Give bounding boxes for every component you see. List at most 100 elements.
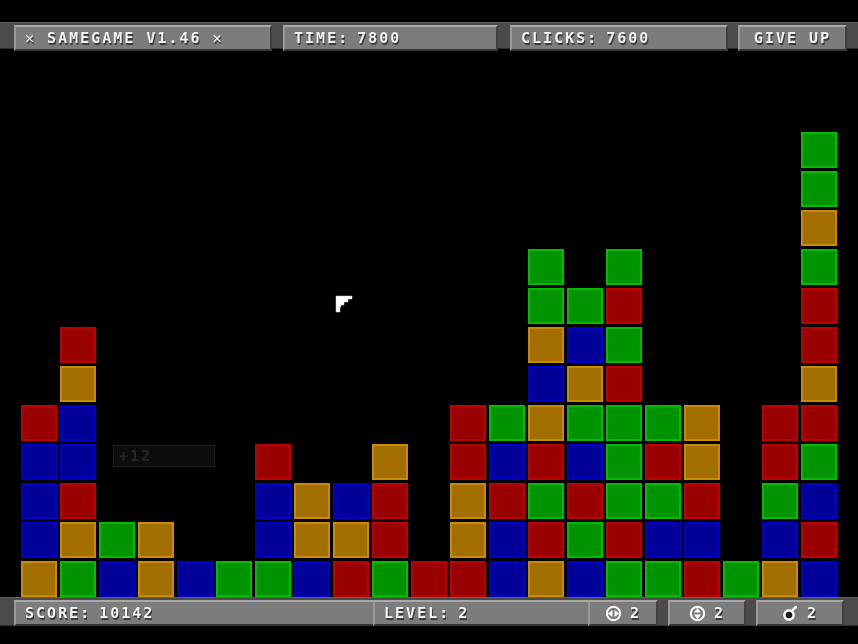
blue-block[interactable] [294,561,330,597]
blue-block[interactable] [255,483,291,519]
blue-block[interactable] [255,522,291,558]
blue-block[interactable] [60,405,96,441]
orange-block[interactable] [294,483,330,519]
red-block[interactable] [801,288,837,324]
red-block[interactable] [372,522,408,558]
give-up-button[interactable]: GIVE UP [738,25,847,51]
green-block[interactable] [801,171,837,207]
blue-block[interactable] [567,327,603,363]
red-block[interactable] [489,483,525,519]
green-block[interactable] [645,405,681,441]
green-block[interactable] [606,327,642,363]
green-block[interactable] [216,561,252,597]
green-block[interactable] [528,249,564,285]
red-block[interactable] [606,522,642,558]
powerup-shift-rows[interactable]: 2 [668,600,746,626]
green-block[interactable] [606,444,642,480]
orange-block[interactable] [801,210,837,246]
blue-block[interactable] [528,366,564,402]
green-block[interactable] [60,561,96,597]
green-block[interactable] [99,522,135,558]
green-block[interactable] [255,561,291,597]
green-block[interactable] [372,561,408,597]
red-block[interactable] [801,405,837,441]
green-block[interactable] [528,483,564,519]
orange-block[interactable] [60,522,96,558]
blue-block[interactable] [801,483,837,519]
blue-block[interactable] [333,483,369,519]
red-block[interactable] [645,444,681,480]
green-block[interactable] [489,405,525,441]
red-block[interactable] [372,483,408,519]
blue-block[interactable] [762,522,798,558]
green-block[interactable] [567,405,603,441]
red-block[interactable] [528,522,564,558]
orange-block[interactable] [528,327,564,363]
red-block[interactable] [762,405,798,441]
green-block[interactable] [645,483,681,519]
red-block[interactable] [21,405,57,441]
red-block[interactable] [333,561,369,597]
blue-block[interactable] [21,483,57,519]
orange-block[interactable] [60,366,96,402]
orange-block[interactable] [450,522,486,558]
blue-block[interactable] [489,444,525,480]
blue-block[interactable] [684,522,720,558]
green-block[interactable] [801,249,837,285]
orange-block[interactable] [21,561,57,597]
red-block[interactable] [528,444,564,480]
blue-block[interactable] [801,561,837,597]
orange-block[interactable] [762,561,798,597]
orange-block[interactable] [528,561,564,597]
red-block[interactable] [606,288,642,324]
orange-block[interactable] [294,522,330,558]
red-block[interactable] [684,561,720,597]
green-block[interactable] [606,249,642,285]
red-block[interactable] [762,444,798,480]
green-block[interactable] [606,483,642,519]
blue-block[interactable] [645,522,681,558]
orange-block[interactable] [138,522,174,558]
green-block[interactable] [762,483,798,519]
blue-block[interactable] [21,522,57,558]
orange-block[interactable] [333,522,369,558]
blue-block[interactable] [21,444,57,480]
orange-block[interactable] [450,483,486,519]
red-block[interactable] [801,327,837,363]
blue-block[interactable] [99,561,135,597]
blue-block[interactable] [489,561,525,597]
orange-block[interactable] [372,444,408,480]
green-block[interactable] [567,522,603,558]
red-block[interactable] [567,483,603,519]
green-block[interactable] [723,561,759,597]
green-block[interactable] [606,561,642,597]
blue-block[interactable] [567,561,603,597]
powerup-shift-columns[interactable]: 2 [588,600,658,626]
red-block[interactable] [801,522,837,558]
orange-block[interactable] [528,405,564,441]
green-block[interactable] [567,288,603,324]
red-block[interactable] [606,366,642,402]
green-block[interactable] [645,561,681,597]
orange-block[interactable] [138,561,174,597]
red-block[interactable] [450,405,486,441]
orange-block[interactable] [684,444,720,480]
green-block[interactable] [606,405,642,441]
red-block[interactable] [684,483,720,519]
red-block[interactable] [411,561,447,597]
blue-block[interactable] [489,522,525,558]
red-block[interactable] [255,444,291,480]
red-block[interactable] [60,483,96,519]
orange-block[interactable] [801,366,837,402]
blue-block[interactable] [60,444,96,480]
blue-block[interactable] [567,444,603,480]
red-block[interactable] [60,327,96,363]
powerup-bomb[interactable]: 2 [756,600,844,626]
orange-block[interactable] [567,366,603,402]
green-block[interactable] [528,288,564,324]
red-block[interactable] [450,444,486,480]
red-block[interactable] [450,561,486,597]
green-block[interactable] [801,444,837,480]
blue-block[interactable] [177,561,213,597]
green-block[interactable] [801,132,837,168]
